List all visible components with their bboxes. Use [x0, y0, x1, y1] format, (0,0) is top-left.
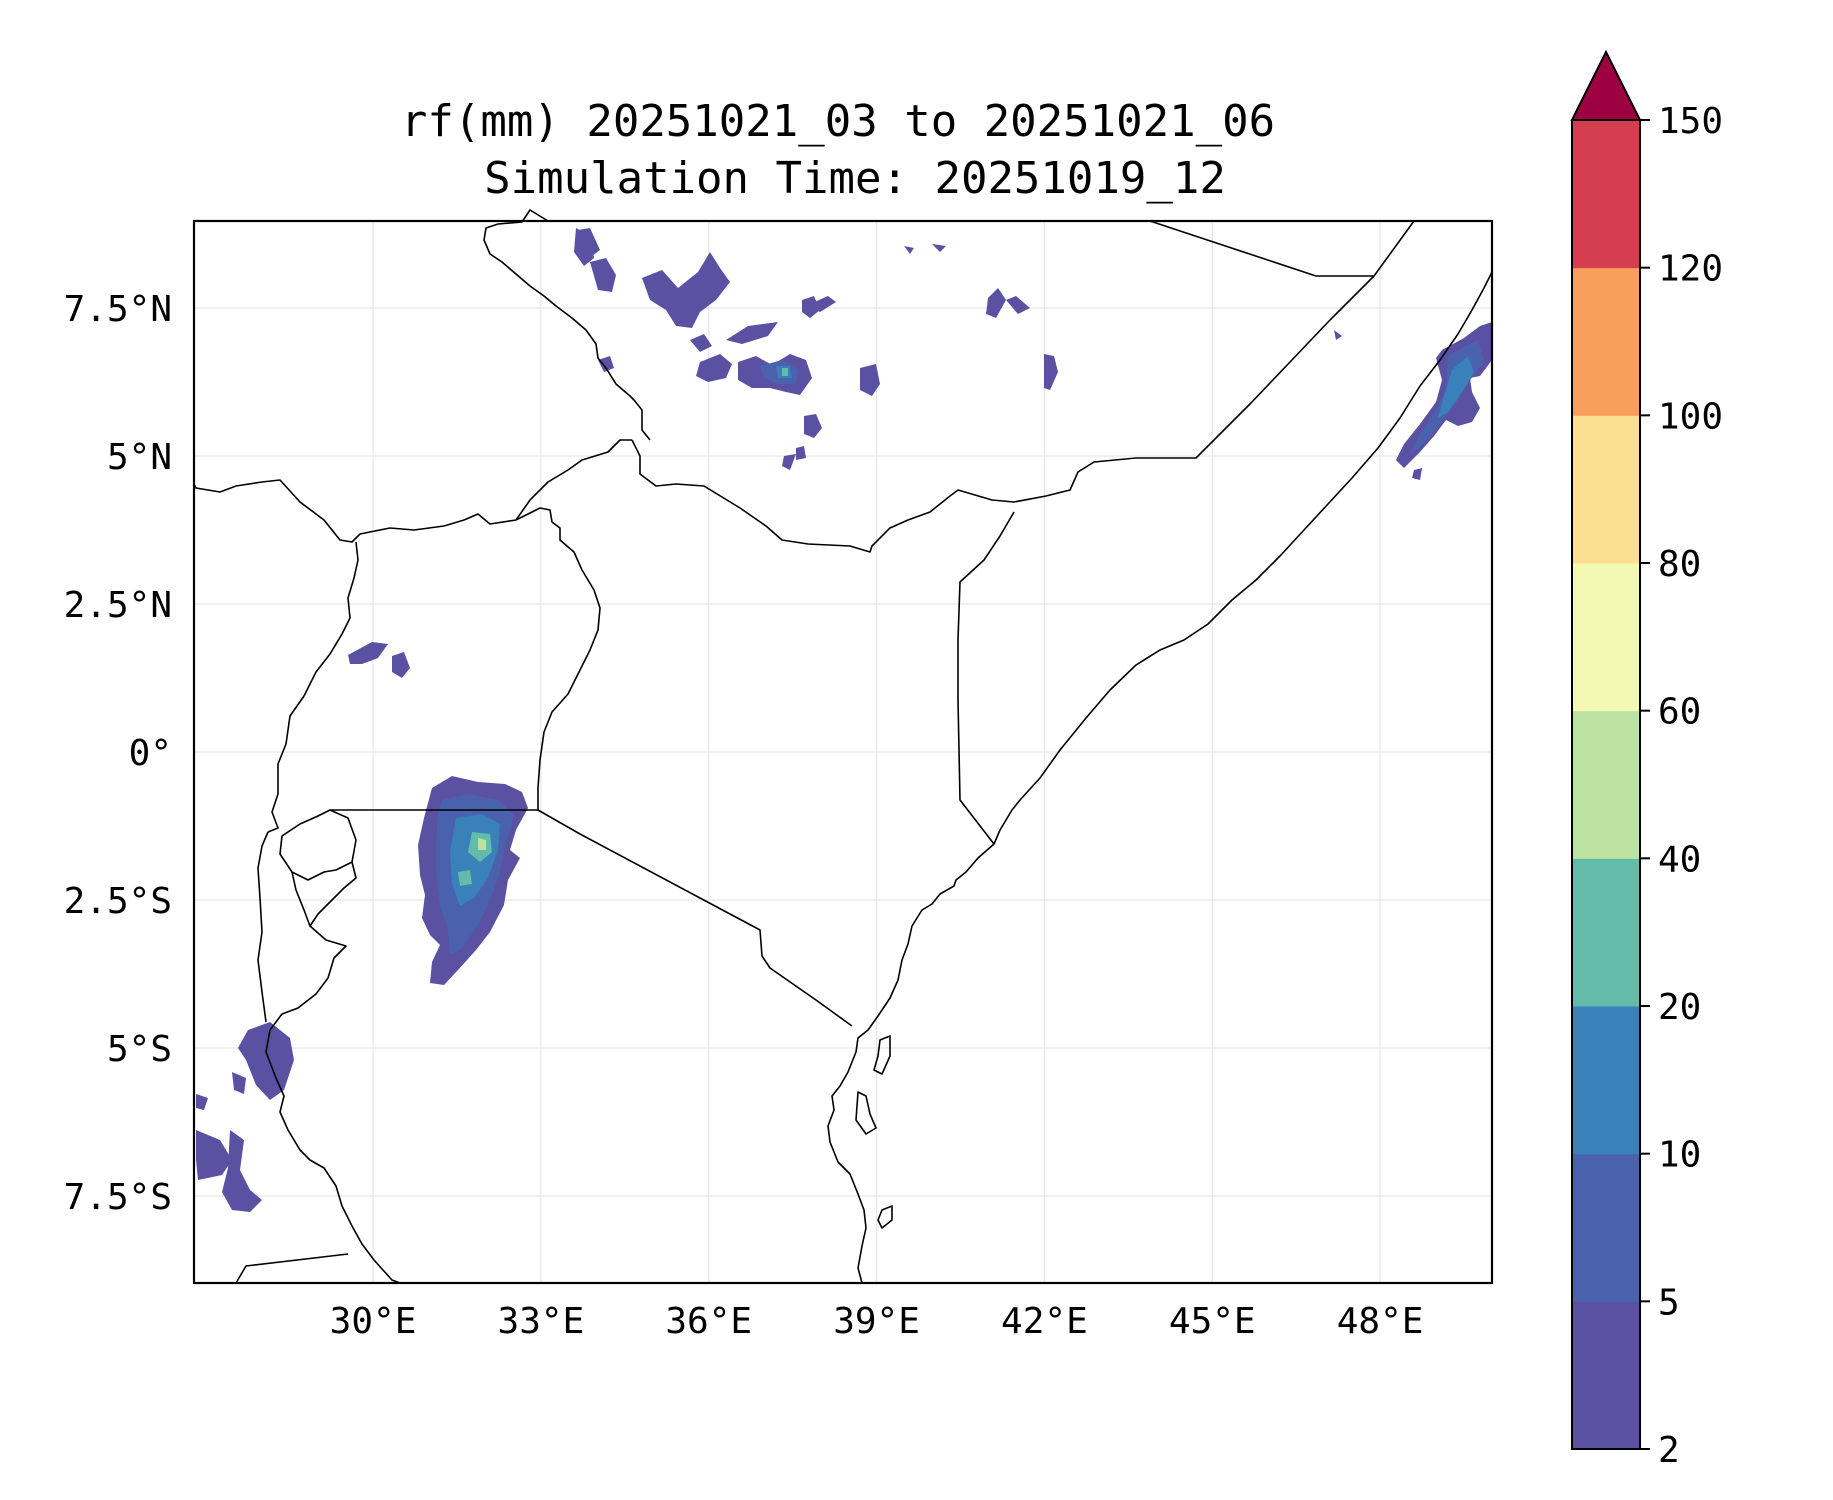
- island-mafia: [877, 1205, 893, 1229]
- colorbar-tick-label: 120: [1658, 249, 1723, 290]
- rain-contour-2-5: [808, 296, 836, 312]
- x-tick-label: 30°E: [330, 1301, 417, 1342]
- colorbar-bin: [1572, 1153, 1640, 1302]
- rain-contour-2-5: [690, 334, 712, 352]
- colorbar-bin: [1572, 1301, 1640, 1450]
- colorbar: 2 5 10 20 40 60 80 100 120 150: [1570, 49, 1723, 1471]
- latitude-axis: 7.5°N 5°N 2.5°N 0° 2.5°S 5°S 7.5°S: [64, 289, 172, 1218]
- ethiopia-highlands-cell: [574, 228, 1058, 470]
- rain-contour-2-5: [804, 414, 822, 438]
- uganda-congo-border: [267, 541, 359, 833]
- figure-title: rf(mm) 20251021_03 to 20251021_06: [401, 96, 1275, 147]
- rain-contour-2-5: [598, 356, 614, 372]
- colorbar-frame: [1571, 119, 1641, 1450]
- somalia-ethiopia-border-south: [631, 275, 1375, 553]
- colorbar-bin: [1572, 415, 1640, 564]
- island-zanzibar: [855, 1091, 877, 1135]
- x-tick-label: 48°E: [1337, 1301, 1424, 1342]
- lake-victoria-cell: [418, 776, 528, 985]
- x-tick-label: 33°E: [498, 1301, 585, 1342]
- rwanda-border: [279, 809, 357, 881]
- rain-contour-20-40: [458, 870, 472, 886]
- colorbar-extend-arrow: [1570, 49, 1642, 121]
- southwest-tanzania-cell: [196, 1130, 232, 1180]
- rain-contour-2-5: [590, 258, 616, 292]
- colorbar-bin: [1572, 1006, 1640, 1155]
- y-tick-label: 2.5°S: [64, 881, 172, 922]
- y-tick-label: 5°S: [107, 1029, 172, 1070]
- colorbar-bin: [1572, 710, 1640, 859]
- western-tanzania-cell: [232, 1072, 246, 1094]
- rain-contour-2-5: [642, 252, 730, 328]
- colorbar-tick-label: 20: [1658, 987, 1701, 1028]
- sudan-border-cell: [904, 246, 914, 254]
- colorbar-tick-label: 40: [1658, 839, 1701, 880]
- colorbar-bin: [1572, 267, 1640, 416]
- colorbar-tick-label: 60: [1658, 692, 1701, 733]
- rain-contour-2-5: [1044, 354, 1058, 390]
- map-frame: [192, 219, 1494, 1285]
- rain-contour-2-5: [796, 446, 806, 460]
- rain-contour-40-60: [478, 838, 486, 850]
- colorbar-bin: [1572, 120, 1640, 269]
- rain-contour-2-5: [706, 366, 712, 374]
- coastline: [827, 271, 1493, 1284]
- rain-contour-2-5: [986, 288, 1006, 318]
- y-tick-label: 5°N: [107, 437, 172, 478]
- somalia-coast-cell: [1334, 322, 1492, 480]
- x-tick-label: 42°E: [1001, 1301, 1088, 1342]
- gridlines: [194, 221, 1492, 1283]
- x-tick-label: 39°E: [833, 1301, 920, 1342]
- south-sudan-ethiopia-border: [515, 439, 632, 521]
- colorbar-tick-label: 100: [1658, 396, 1723, 437]
- y-tick-label: 0°: [129, 733, 172, 774]
- rain-contour-2-5: [782, 454, 796, 470]
- map-panel: 30°E 33°E 36°E 39°E 42°E 45°E 48°E 7.5°N 5°N 2.5…: [64, 209, 1494, 1342]
- figure-subtitle: Simulation Time: 20251019_12: [484, 153, 1226, 204]
- sudan-border-cell: [578, 228, 600, 256]
- colorbar-bin: [1572, 858, 1640, 1007]
- rain-contour-2-5: [1334, 330, 1342, 340]
- rain-contour-2-5: [1412, 468, 1422, 480]
- rain-contour-2-5: [860, 364, 880, 396]
- island-pemba: [873, 1035, 891, 1075]
- south-sudan-uganda-border: [193, 479, 517, 543]
- northwest-uganda-cell: [348, 642, 388, 664]
- y-tick-label: 7.5°S: [64, 1177, 172, 1218]
- kenya-tanzania-border: [537, 809, 853, 1027]
- rain-contour-20-40: [782, 368, 788, 376]
- northwest-uganda-cell: [392, 652, 410, 678]
- sudan-border-cell: [932, 244, 946, 252]
- somalia-ethiopia-border: [1149, 220, 1415, 277]
- rain-contour-2-5: [1006, 296, 1030, 314]
- rain-contour-2-5: [802, 296, 820, 318]
- country-borders: [193, 209, 1493, 1284]
- colorbar-bin: [1572, 563, 1640, 712]
- congo-border-west: [257, 831, 269, 1023]
- burundi-border: [291, 861, 357, 927]
- tanzania-west-border: [265, 925, 401, 1284]
- rain-contour-2-5: [726, 322, 778, 344]
- colorbar-tick-label: 80: [1658, 544, 1701, 585]
- rainfall-contours: [196, 228, 1492, 1212]
- south-sudan-west-border: [483, 209, 651, 441]
- kenya-somalia-border: [957, 511, 1015, 845]
- colorbar-tick-label: 2: [1658, 1430, 1680, 1471]
- y-tick-label: 2.5°N: [64, 585, 172, 626]
- y-tick-label: 7.5°N: [64, 289, 172, 330]
- rain-contour-2-5: [696, 354, 732, 382]
- longitude-axis: 30°E 33°E 36°E 39°E 42°E 45°E 48°E: [330, 1301, 1424, 1342]
- rain-contour-10-20: [1438, 356, 1474, 418]
- western-tanzania-cell: [238, 1022, 294, 1100]
- uganda-kenya-border: [515, 507, 601, 810]
- zambia-border: [235, 1253, 349, 1284]
- colorbar-tick-label: 150: [1658, 101, 1723, 142]
- southwest-tanzania-cell: [196, 1094, 208, 1110]
- colorbar-tick-label: 10: [1658, 1135, 1701, 1176]
- x-tick-label: 45°E: [1169, 1301, 1256, 1342]
- colorbar-tick-label: 5: [1658, 1282, 1680, 1323]
- x-tick-label: 36°E: [665, 1301, 752, 1342]
- southwest-tanzania-cell: [222, 1130, 262, 1212]
